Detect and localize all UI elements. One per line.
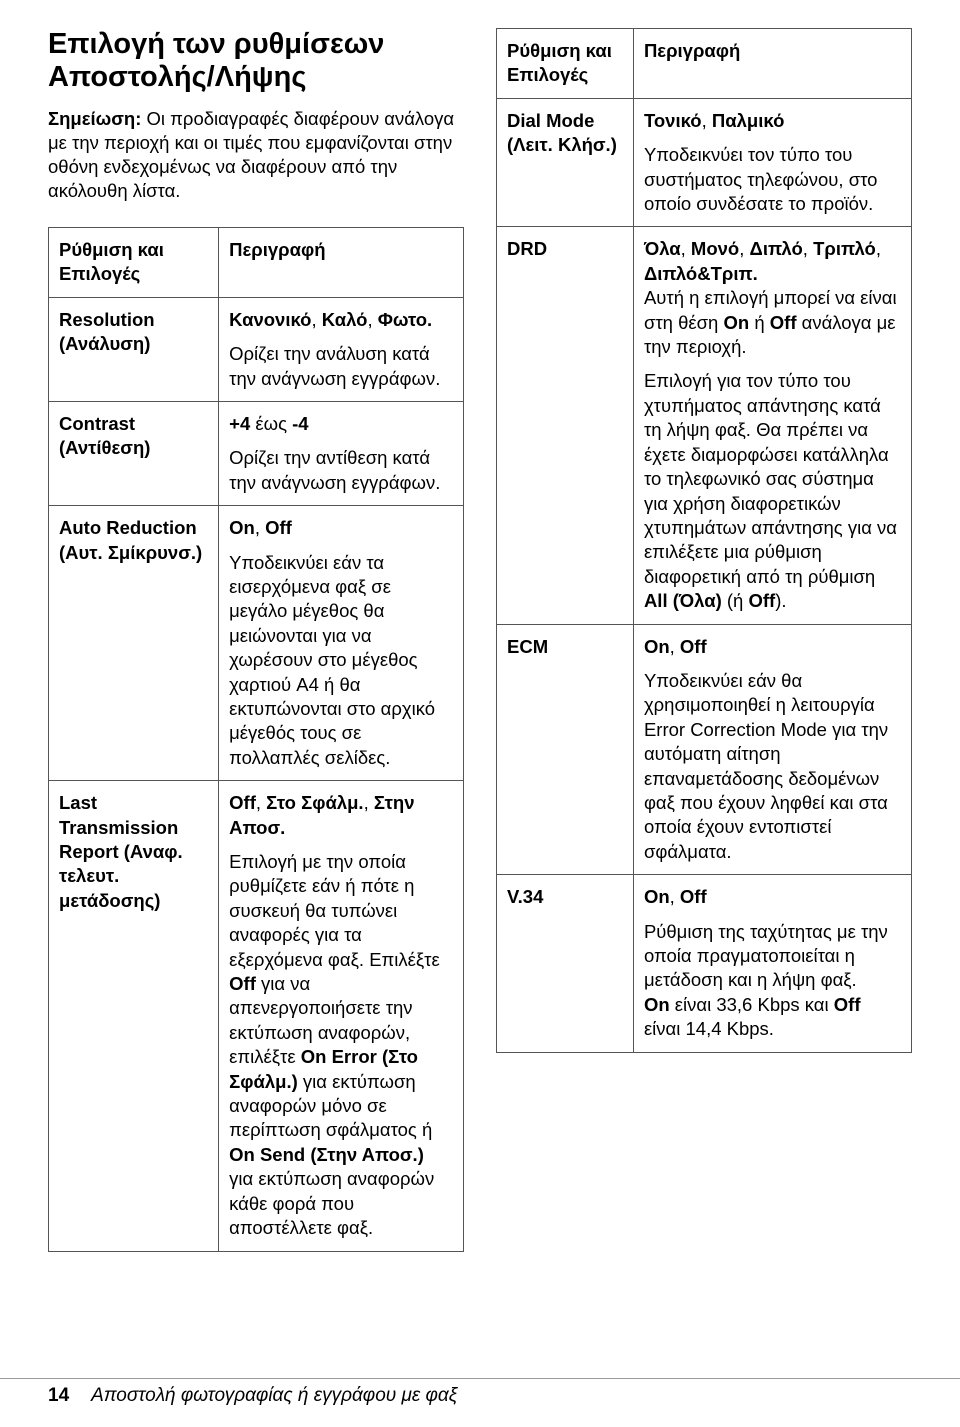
setting-description: Off, Στο Σφάλμ., Στην Αποσ.Επιλογή με τη… [219, 781, 464, 1251]
footer-section-title: Αποστολή φωτογραφίας ή εγγράφου με φαξ [91, 1385, 457, 1407]
table-row: Auto Reduction (Αυτ. Σμίκρυνσ.)On, OffΥπ… [49, 506, 464, 781]
setting-description: On, OffΥποδεικνύει εάν θα χρησιμοποιηθεί… [633, 624, 911, 875]
setting-name: DRD [497, 227, 634, 624]
left-col1-header: Ρύθμιση και Επιλογές [49, 227, 219, 297]
table-row: V.34On, OffΡύθμιση της ταχύτητας με την … [497, 875, 912, 1052]
table-row: DRDΌλα, Μονό, Διπλό, Τριπλό, Διπλό&Τριπ.… [497, 227, 912, 624]
left-settings-table: Ρύθμιση και Επιλογές Περιγραφή Resolutio… [48, 227, 464, 1252]
left-column: Επιλογή των ρυθμίσεων Αποστολής/Λήψης Ση… [48, 28, 464, 1252]
page-footer: 14 Αποστολή φωτογραφίας ή εγγράφου με φα… [0, 1378, 960, 1407]
table-row: Contrast (Αντίθεση)+4 έως -4Ορίζει την α… [49, 401, 464, 505]
setting-description: On, OffΡύθμιση της ταχύτητας με την οποί… [633, 875, 911, 1052]
page-title: Επιλογή των ρυθμίσεων Αποστολής/Λήψης [48, 28, 464, 95]
page-number: 14 [48, 1385, 69, 1407]
right-col1-header: Ρύθμιση και Επιλογές [497, 29, 634, 99]
setting-name: ECM [497, 624, 634, 875]
setting-description: +4 έως -4Ορίζει την αντίθεση κατά την αν… [219, 401, 464, 505]
note-label: Σημείωση: [48, 108, 141, 129]
setting-description: Όλα, Μονό, Διπλό, Τριπλό, Διπλό&Τριπ.Αυτ… [633, 227, 911, 624]
setting-name: Auto Reduction (Αυτ. Σμίκρυνσ.) [49, 506, 219, 781]
table-row: Last Transmission Report (Αναφ. τελευτ. … [49, 781, 464, 1251]
content-columns: Επιλογή των ρυθμίσεων Αποστολής/Λήψης Ση… [48, 28, 912, 1252]
setting-description: Τονικό, ΠαλμικόΥποδεικνύει τον τύπο του … [633, 98, 911, 227]
setting-name: Dial Mode (Λειτ. Κλήσ.) [497, 98, 634, 227]
setting-description: On, OffΥποδεικνύει εάν τα εισερχόμενα φα… [219, 506, 464, 781]
setting-name: Resolution (Ανάλυση) [49, 297, 219, 401]
setting-name: V.34 [497, 875, 634, 1052]
right-settings-table: Ρύθμιση και Επιλογές Περιγραφή Dial Mode… [496, 28, 912, 1053]
setting-name: Contrast (Αντίθεση) [49, 401, 219, 505]
setting-description: Κανονικό, Καλό, Φωτο.Ορίζει την ανάλυση … [219, 297, 464, 401]
right-col2-header: Περιγραφή [633, 29, 911, 99]
note-paragraph: Σημείωση: Οι προδιαγραφές διαφέρουν ανάλ… [48, 107, 464, 203]
setting-name: Last Transmission Report (Αναφ. τελευτ. … [49, 781, 219, 1251]
table-row: Resolution (Ανάλυση)Κανονικό, Καλό, Φωτο… [49, 297, 464, 401]
table-row: Dial Mode (Λειτ. Κλήσ.)Τονικό, ΠαλμικόΥπ… [497, 98, 912, 227]
table-row: ECMOn, OffΥποδεικνύει εάν θα χρησιμοποιη… [497, 624, 912, 875]
right-column: Ρύθμιση και Επιλογές Περιγραφή Dial Mode… [496, 28, 912, 1053]
left-col2-header: Περιγραφή [219, 227, 464, 297]
